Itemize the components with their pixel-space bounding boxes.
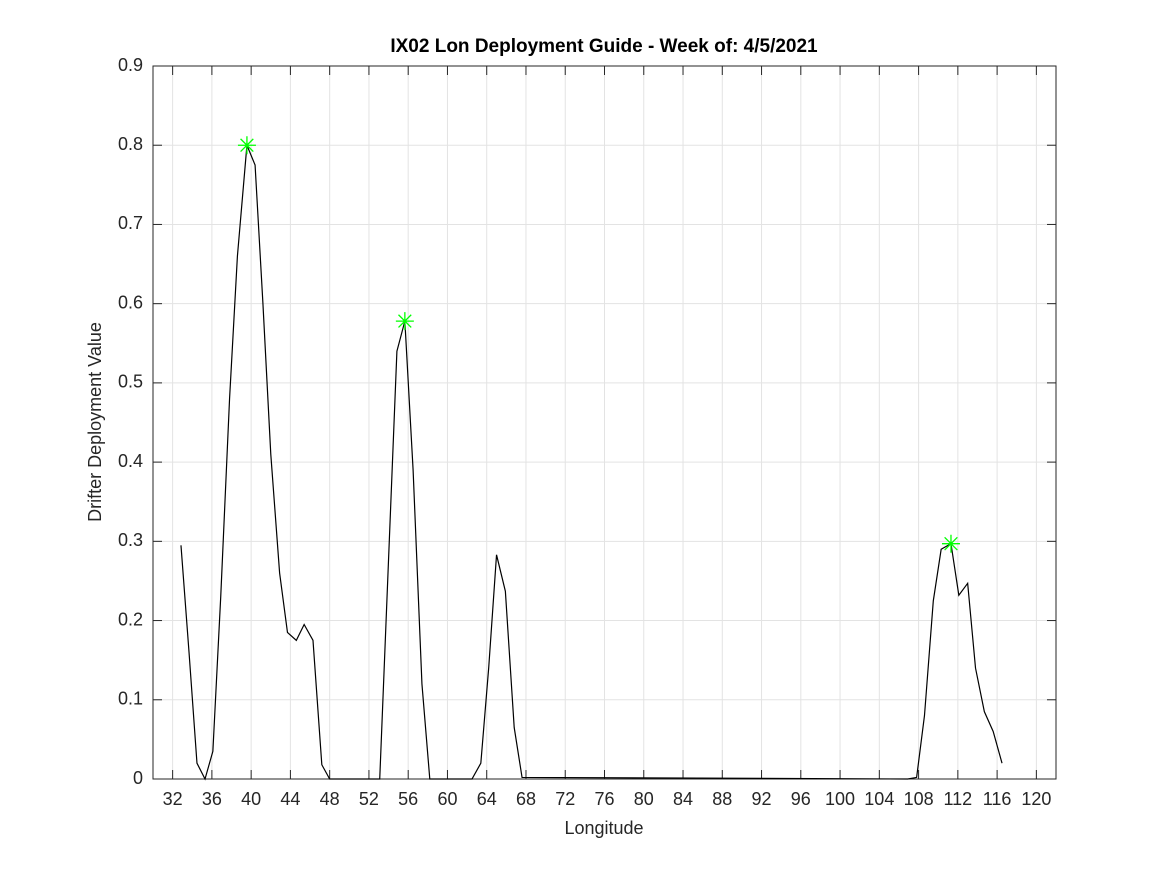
x-tick-label: 60	[437, 789, 457, 809]
x-tick-label: 48	[320, 789, 340, 809]
x-tick-label: 120	[1021, 789, 1051, 809]
x-tick-label: 72	[555, 789, 575, 809]
data-line	[180, 144, 1003, 781]
y-tick-label: 0	[133, 768, 143, 788]
y-tick-label: 0.2	[118, 609, 143, 629]
axes-box	[152, 65, 1057, 780]
x-tick-label: 88	[712, 789, 732, 809]
x-tick-label: 96	[791, 789, 811, 809]
x-tick-label: 112	[943, 789, 972, 809]
x-tick-label: 92	[752, 789, 772, 809]
x-tick-label: 64	[477, 789, 497, 809]
peak-marker	[395, 312, 414, 331]
y-tick-label: 0.7	[118, 213, 143, 233]
peak-marker	[941, 534, 960, 553]
y-tick-label: 0.5	[118, 372, 143, 392]
x-tick-label: 100	[825, 789, 855, 809]
x-tick-label: 32	[163, 789, 183, 809]
y-axis-label: Drifter Deployment Value	[85, 322, 105, 522]
x-tick-label: 40	[241, 789, 261, 809]
peak-marker	[237, 136, 256, 155]
y-tick-label: 0.8	[118, 134, 143, 154]
x-tick-label: 104	[864, 789, 894, 809]
y-tick-label: 0.1	[118, 689, 143, 709]
y-tick-label: 0.6	[118, 292, 143, 312]
x-tick-label: 52	[359, 789, 379, 809]
x-tick-label: 36	[202, 789, 222, 809]
x-tick-label: 84	[673, 789, 693, 809]
y-tick-label: 0.3	[118, 530, 143, 550]
y-tick-label: 0.9	[118, 55, 143, 75]
x-tick-label: 108	[904, 789, 934, 809]
y-tick-label: 0.4	[118, 451, 143, 471]
x-tick-label: 44	[280, 789, 300, 809]
x-tick-label: 116	[983, 789, 1012, 809]
x-tick-label: 76	[594, 789, 614, 809]
x-tick-label: 80	[634, 789, 654, 809]
x-axis-label: Longitude	[564, 818, 643, 838]
x-tick-label: 68	[516, 789, 536, 809]
chart-title: IX02 Lon Deployment Guide - Week of: 4/5…	[390, 36, 818, 57]
x-tick-label: 56	[398, 789, 418, 809]
